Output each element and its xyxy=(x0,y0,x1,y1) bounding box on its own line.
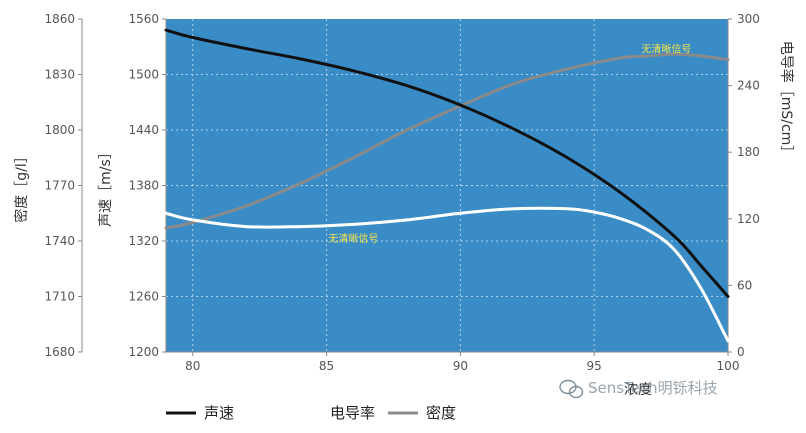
y-tick-label: 120 xyxy=(737,212,760,226)
series-line-conductivity xyxy=(164,206,730,343)
y-tick-label: 1740 xyxy=(44,234,75,248)
watermark-text: SensTech明铄科技 xyxy=(588,379,718,397)
legend: 声速 电导率 密度 xyxy=(166,404,456,422)
legend-label-conductivity: 电导率 xyxy=(330,404,375,422)
y-tick-label: 1560 xyxy=(128,12,159,26)
y-tick-label: 1710 xyxy=(44,290,75,304)
y-tick-label: 1260 xyxy=(128,290,159,304)
y-tick-label: 1200 xyxy=(128,345,159,359)
y-tick-label: 1380 xyxy=(128,179,159,193)
y-tick-label: 1440 xyxy=(128,123,159,137)
y-tick-label: 1830 xyxy=(44,68,75,82)
x-tick-label: 95 xyxy=(587,359,602,373)
watermark: SensTech明铄科技 xyxy=(559,379,718,399)
legend-label-speed: 声速 xyxy=(204,404,234,422)
wechat-icon xyxy=(559,379,584,399)
annotation-label: 无清晰信号 xyxy=(641,42,691,55)
y-tick-label: 60 xyxy=(737,278,752,292)
y-tick-label: 1860 xyxy=(44,12,75,26)
y-tick-label: 1800 xyxy=(44,123,75,137)
y-tick-label: 240 xyxy=(737,79,760,93)
density-axis-title: 密度［g/l］ xyxy=(13,149,30,223)
series-line-speed xyxy=(164,28,730,298)
y-tick-label: 1320 xyxy=(128,234,159,248)
y-tick-label: 1770 xyxy=(44,179,75,193)
y-tick-label: 1680 xyxy=(44,345,75,359)
y-tick-label: 300 xyxy=(737,12,760,26)
grid-lines xyxy=(166,19,728,352)
x-tick-label: 100 xyxy=(717,359,740,373)
y-tick-label: 1500 xyxy=(128,68,159,82)
x-tick-label: 80 xyxy=(185,359,200,373)
density-axis: 1680 1710 1740 1770 1800 1830 1860 xyxy=(44,12,82,359)
speed-axis-title: 声速［m/s］ xyxy=(98,145,114,227)
annotation-label: 无清晰信号 xyxy=(328,232,378,245)
y-tick-label: 0 xyxy=(737,345,745,359)
legend-label-density: 密度 xyxy=(426,404,456,422)
series-layer xyxy=(164,28,730,343)
x-tick-label: 90 xyxy=(453,359,468,373)
speed-axis: 1200 1260 1320 1380 1440 1500 1560 xyxy=(128,12,166,359)
y-tick-label: 180 xyxy=(737,145,760,159)
conductivity-axis-title: 电导率［mS/cm］ xyxy=(778,41,795,160)
x-tick-label: 85 xyxy=(319,359,334,373)
conductivity-axis: 0 60 120 180 240 300 xyxy=(728,12,760,359)
x-axis: 80 85 90 95 100 xyxy=(185,352,739,373)
x-axis-title: 浓度 xyxy=(624,382,652,398)
series-line-density xyxy=(164,52,730,230)
